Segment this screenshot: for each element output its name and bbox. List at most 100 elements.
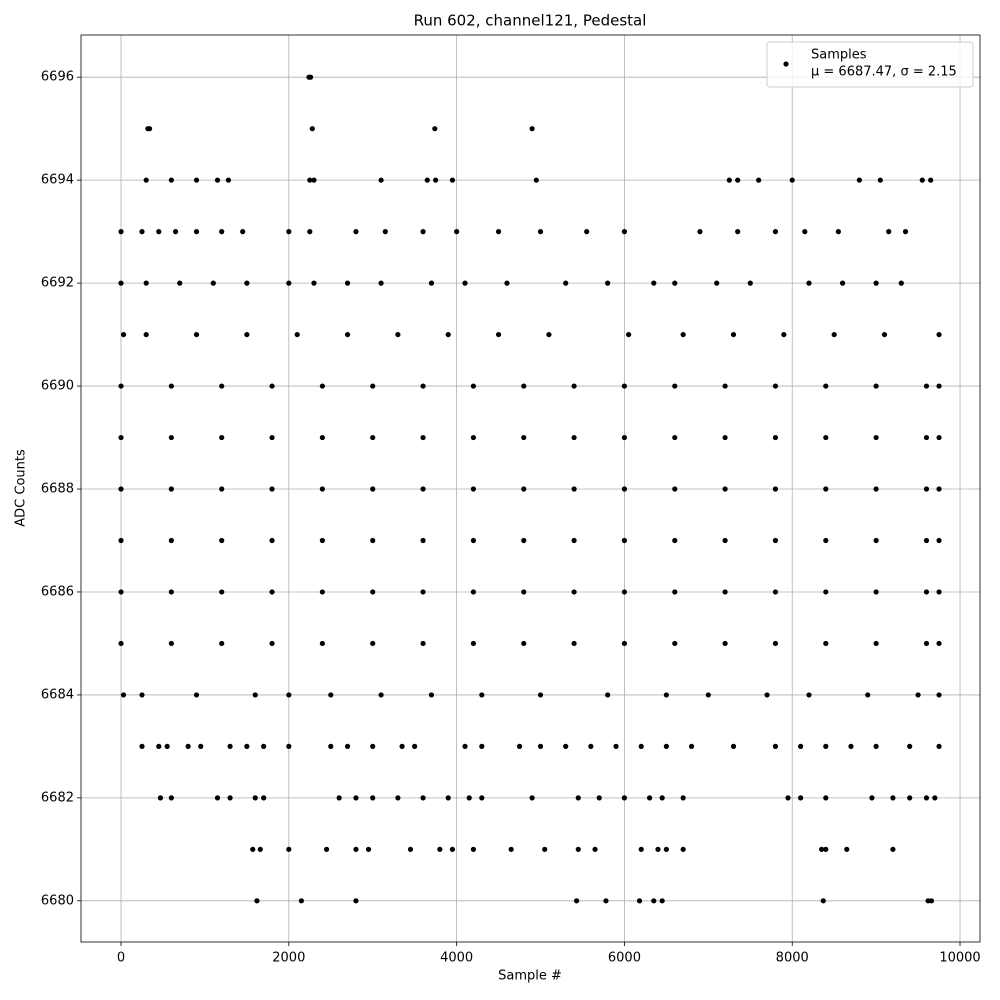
point [319, 383, 325, 389]
point [533, 177, 539, 183]
legend-label: Samples [811, 48, 867, 63]
point [521, 486, 527, 492]
point [168, 537, 174, 544]
point [470, 383, 477, 389]
point [936, 692, 942, 698]
point [240, 229, 246, 235]
point [286, 846, 292, 852]
point [571, 640, 577, 647]
point [735, 229, 741, 235]
point [269, 434, 275, 441]
point [269, 383, 275, 389]
y-tick-label: 6684 [41, 687, 74, 702]
point [250, 846, 256, 852]
point [722, 589, 728, 595]
point [923, 383, 930, 389]
point [328, 692, 334, 698]
point [193, 229, 200, 235]
point [873, 434, 879, 441]
point [873, 589, 879, 595]
point [936, 331, 942, 338]
point [823, 383, 829, 389]
point [881, 331, 888, 338]
point [146, 126, 153, 132]
point [898, 280, 904, 286]
point [479, 795, 485, 801]
point [139, 692, 145, 698]
point [605, 692, 611, 698]
point [214, 177, 221, 183]
point [168, 177, 174, 183]
point [504, 280, 510, 286]
point [298, 898, 305, 904]
legend-box [766, 41, 974, 88]
point [319, 537, 325, 544]
point [651, 898, 657, 904]
point [168, 795, 174, 801]
point [621, 589, 628, 595]
point [869, 795, 875, 801]
point [835, 229, 841, 235]
point [730, 331, 737, 338]
point [936, 589, 942, 595]
point [781, 331, 787, 338]
point [219, 486, 225, 492]
point [563, 280, 569, 286]
point [890, 846, 896, 852]
legend-note: μ = 6687.47, σ = 2.15 [811, 65, 957, 80]
legend: Samples μ = 6687.47, σ = 2.15 [766, 41, 974, 88]
point [638, 846, 644, 852]
point [772, 589, 779, 595]
point [118, 640, 124, 647]
point [865, 692, 871, 698]
point [923, 537, 930, 544]
point [603, 898, 609, 904]
point [521, 383, 527, 389]
x-tick-label: 0 [117, 951, 125, 966]
point [445, 795, 451, 801]
point [856, 177, 862, 183]
point [307, 177, 313, 183]
x-tick-label: 10000 [939, 951, 980, 966]
point [873, 743, 879, 749]
point [479, 692, 485, 698]
point [286, 743, 292, 749]
x-tick-label: 8000 [776, 951, 809, 966]
point [120, 331, 127, 338]
point [470, 434, 477, 441]
point [168, 486, 174, 492]
point [873, 280, 879, 286]
point [818, 846, 825, 852]
point [772, 383, 779, 389]
point [621, 537, 628, 544]
point [168, 383, 174, 389]
y-tick-label: 6692 [41, 276, 74, 291]
point [705, 692, 711, 698]
point [370, 589, 376, 595]
x-tick-label: 2000 [272, 951, 305, 966]
point [420, 486, 426, 492]
point [157, 795, 164, 801]
point [596, 795, 602, 801]
y-tick-label: 6686 [41, 584, 74, 599]
point [445, 331, 451, 338]
point [772, 229, 779, 235]
point [688, 743, 695, 749]
point [823, 486, 829, 492]
point [156, 229, 162, 235]
point [655, 846, 661, 852]
point [584, 229, 590, 235]
point [936, 486, 942, 492]
point [680, 795, 686, 801]
point [420, 795, 426, 801]
point [563, 743, 569, 749]
point [672, 434, 678, 441]
point [118, 383, 124, 389]
point [820, 898, 826, 904]
point [823, 846, 829, 852]
point [571, 537, 577, 544]
point [143, 177, 149, 183]
point [370, 640, 376, 647]
point [651, 280, 657, 286]
point [823, 795, 829, 801]
